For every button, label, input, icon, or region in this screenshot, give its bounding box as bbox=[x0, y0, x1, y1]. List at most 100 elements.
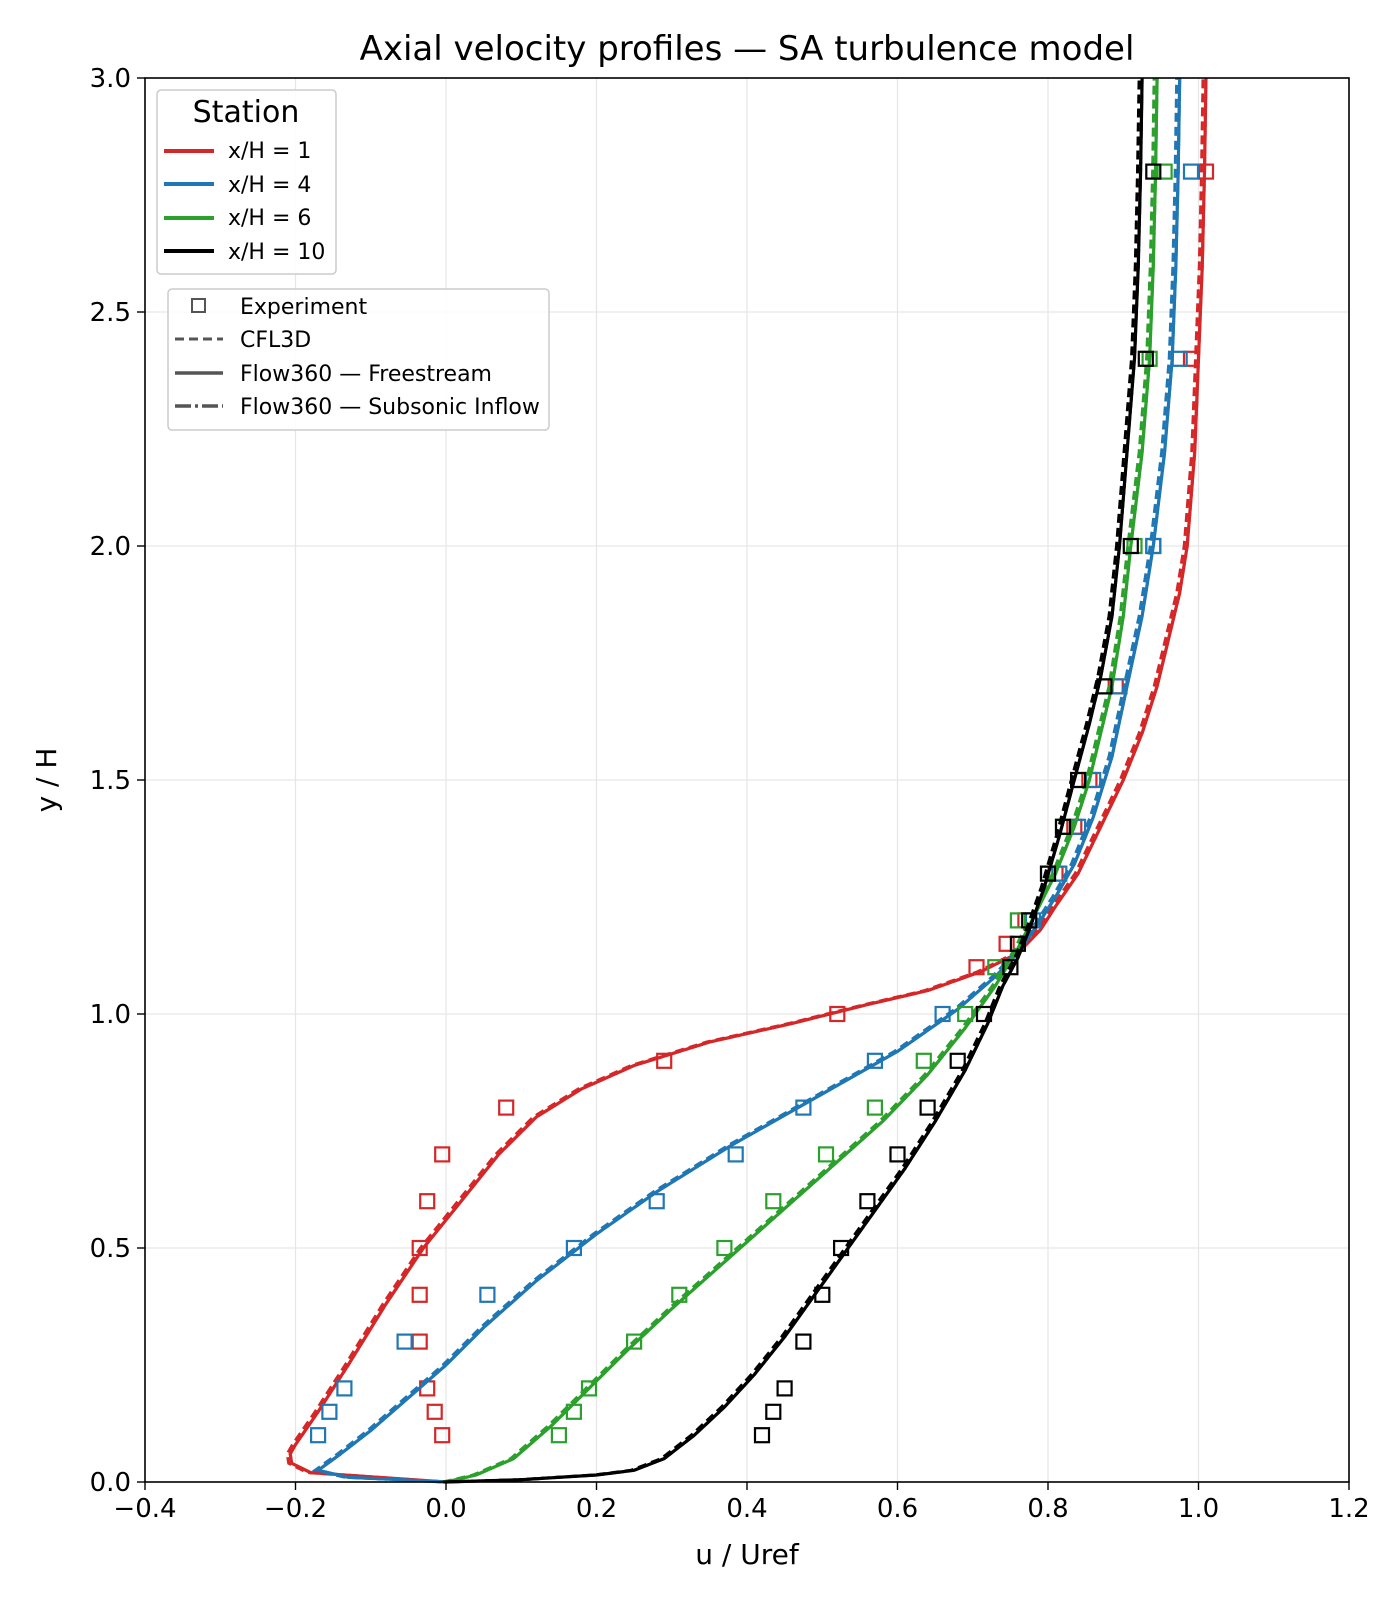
series-4-experiment-point bbox=[1002, 959, 1019, 976]
y-tick-label: 0.5 bbox=[90, 1234, 131, 1264]
y-tick-label: 0.0 bbox=[90, 1468, 131, 1498]
legend-label-xh4: x/H = 4 bbox=[228, 173, 311, 198]
series-1-experiment-point bbox=[1182, 350, 1200, 367]
legend-label-freestream: Flow360 — Freestream bbox=[240, 362, 492, 387]
series-2-experiment-point bbox=[321, 1403, 338, 1420]
legend-label-xh6: x/H = 6 bbox=[228, 206, 311, 231]
series-1-experiment-point bbox=[998, 935, 1015, 952]
series-3-experiment-point bbox=[1009, 912, 1027, 929]
x-tick-label: −0.4 bbox=[113, 1494, 176, 1524]
series-1-experiment-point bbox=[411, 1333, 428, 1350]
plot-series bbox=[285, 77, 1215, 1484]
x-tick-label: 0.6 bbox=[877, 1494, 918, 1524]
series-2-experiment-point bbox=[1145, 537, 1162, 555]
legend-marker-experiment bbox=[191, 298, 206, 313]
legend-station-title: Station bbox=[193, 95, 300, 130]
series-1-experiment-point bbox=[434, 1146, 451, 1163]
y-axis-label: y / H bbox=[30, 748, 63, 813]
series-3-experiment-point bbox=[817, 1146, 835, 1163]
series-3-experiment-point bbox=[671, 1286, 688, 1303]
series-4-experiment-point bbox=[949, 1052, 966, 1069]
x-tick-label: 0.4 bbox=[726, 1494, 767, 1524]
legend-station: Station x/H = 1 x/H = 4 x/H = 6 x/H = 10 bbox=[156, 89, 337, 275]
x-tick-label: 0.2 bbox=[576, 1494, 617, 1524]
series-1-experiment-point bbox=[411, 1286, 428, 1303]
legend-label-xh10: x/H = 10 bbox=[228, 240, 325, 265]
chart-title: Axial velocity profiles — SA turbulence … bbox=[360, 29, 1135, 69]
legend-label-xh1: x/H = 1 bbox=[228, 139, 311, 164]
series-2-experiment-point bbox=[336, 1380, 353, 1397]
series-3-experiment-point bbox=[580, 1380, 598, 1397]
series-4-experiment-point bbox=[975, 1005, 993, 1023]
series-1-experiment-point bbox=[426, 1403, 443, 1420]
x-tick-label: 1.0 bbox=[1178, 1494, 1219, 1524]
series-2-experiment-point bbox=[866, 1052, 884, 1069]
series-3-experiment-point bbox=[565, 1403, 583, 1420]
legend-label-experiment: Experiment bbox=[240, 295, 367, 320]
series-1-experiment-point bbox=[656, 1052, 673, 1069]
series-4-experiment-point bbox=[1145, 163, 1162, 180]
y-tick-label: 3.0 bbox=[90, 64, 131, 94]
series-2-experiment-point bbox=[795, 1099, 812, 1116]
series-4-experiment-point bbox=[1039, 865, 1057, 882]
series-3-subsonic-line bbox=[445, 77, 1159, 1484]
series-3-experiment-point bbox=[550, 1427, 568, 1444]
y-tick-label: 1.0 bbox=[90, 1000, 131, 1030]
series-3-experiment-point bbox=[915, 1052, 932, 1069]
series-2-experiment-point bbox=[727, 1146, 744, 1163]
series-2-cfl3d-line bbox=[311, 77, 1179, 1484]
series-2-experiment-point bbox=[565, 1239, 583, 1257]
series-4-experiment-point bbox=[1021, 912, 1038, 929]
y-tick-label: 2.0 bbox=[90, 532, 131, 562]
series-3-experiment-point bbox=[716, 1239, 733, 1257]
series-3-experiment-point bbox=[866, 1099, 884, 1116]
series-4-experiment-point bbox=[814, 1286, 831, 1303]
series-2-experiment-point bbox=[648, 1193, 665, 1210]
series-4-experiment-point bbox=[1122, 537, 1139, 555]
series-3-experiment-point bbox=[987, 959, 1004, 976]
series-4-experiment-point bbox=[776, 1380, 793, 1397]
grid bbox=[144, 77, 1350, 1483]
series-4-experiment-point bbox=[832, 1239, 850, 1257]
legend-method-box bbox=[167, 288, 550, 431]
series-1-experiment-point bbox=[419, 1193, 436, 1210]
series-4-experiment-point bbox=[753, 1427, 771, 1444]
series-4-experiment-point bbox=[765, 1403, 782, 1420]
series-4-cfl3d-line bbox=[442, 77, 1141, 1484]
legend-method: Experiment CFL3D Flow360 — Freestream Fl… bbox=[167, 288, 550, 431]
series-3-experiment-point bbox=[1156, 163, 1173, 180]
series-1-experiment-point bbox=[434, 1427, 451, 1444]
legend-label-cfl3d: CFL3D bbox=[240, 328, 311, 353]
series-4-experiment-point bbox=[919, 1099, 936, 1116]
series-2-experiment-point bbox=[396, 1333, 413, 1350]
series-4-experiment-point bbox=[1009, 935, 1027, 952]
series-2-experiment-point bbox=[1182, 163, 1200, 180]
series-4-experiment-point bbox=[1137, 350, 1154, 367]
x-axis-ticks: −0.4 −0.2 0.0 0.2 0.4 0.6 0.8 1.0 1.2 bbox=[113, 1482, 1370, 1524]
x-tick-label: 0.8 bbox=[1027, 1494, 1068, 1524]
series-1-experiment-point bbox=[968, 959, 985, 976]
series-3-experiment-point bbox=[765, 1193, 782, 1210]
series-3-experiment-point bbox=[625, 1333, 643, 1350]
y-tick-label: 1.5 bbox=[90, 766, 131, 796]
series-1-experiment-point bbox=[829, 1005, 846, 1023]
series-2-experiment-point bbox=[479, 1286, 496, 1303]
series-3-experiment-point bbox=[957, 1005, 974, 1023]
series-1-experiment-point bbox=[411, 1239, 428, 1257]
y-axis-ticks: 0.0 0.5 1.0 1.5 2.0 2.5 3.0 bbox=[90, 64, 145, 1498]
series-2-experiment-point bbox=[934, 1005, 951, 1023]
x-axis-label: u / Uref bbox=[695, 1538, 800, 1571]
series-4-experiment-point bbox=[1054, 818, 1072, 835]
series-2-experiment-point bbox=[310, 1427, 327, 1444]
x-tick-label: 1.2 bbox=[1328, 1494, 1369, 1524]
legend-label-subsonic: Flow360 — Subsonic Inflow bbox=[240, 395, 540, 420]
series-4-experiment-point bbox=[889, 1146, 906, 1163]
series-4-subsonic-line bbox=[445, 77, 1144, 1484]
series-4-experiment-point bbox=[1069, 771, 1087, 789]
x-tick-label: −0.2 bbox=[264, 1494, 327, 1524]
legend-station-box bbox=[156, 89, 337, 275]
series-2-experiment-point bbox=[1171, 350, 1188, 367]
series-4-experiment-point bbox=[859, 1193, 876, 1210]
y-tick-label: 2.5 bbox=[90, 298, 131, 328]
